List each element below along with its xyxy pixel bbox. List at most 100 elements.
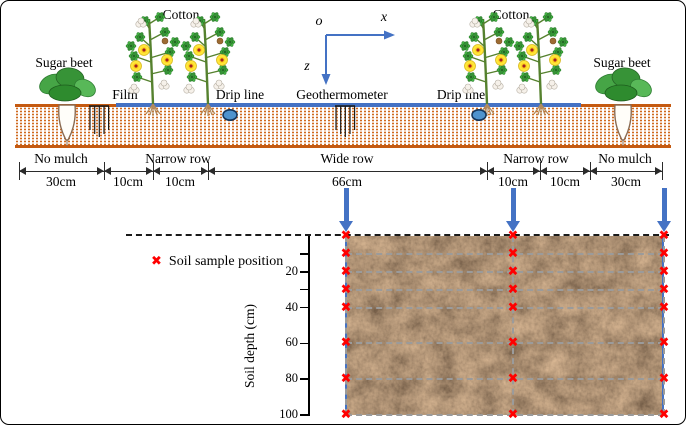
soil-sample-marker: ✖	[507, 282, 519, 298]
depth-axis-tick-label: 100	[279, 407, 298, 421]
soil-sample-marker: ✖	[658, 335, 670, 351]
dimension-value: 10cm	[550, 174, 580, 189]
sample-column-arrow	[343, 188, 349, 222]
dimension-segment	[19, 167, 104, 174]
soil-grid-hline	[346, 288, 664, 291]
dimension-tick	[539, 162, 541, 180]
soil-sample-marker-icon: ✖	[151, 254, 162, 269]
depth-axis	[308, 235, 310, 416]
soil-sample-marker: ✖	[507, 228, 519, 244]
soil-sample-marker: ✖	[507, 407, 519, 423]
soil-sample-marker: ✖	[658, 282, 670, 298]
legend-label: Soil sample position	[168, 254, 284, 269]
sample-column-arrow-head	[338, 221, 353, 232]
dimension-tick	[152, 162, 154, 180]
soil-sample-marker: ✖	[340, 282, 352, 298]
soil-sample-marker: ✖	[658, 246, 670, 262]
cotton-plant	[514, 12, 568, 116]
drip-line-label-left: Drip line	[215, 87, 265, 102]
dimension-value: 66cm	[332, 174, 362, 189]
dimension-segment	[153, 167, 208, 174]
soil-sample-marker: ✖	[507, 246, 519, 262]
depth-axis-tick	[300, 414, 308, 416]
depth-axis-tick-label: 80	[285, 371, 299, 386]
dimension-tick	[486, 162, 488, 180]
soil-photo	[346, 236, 664, 415]
soil-grid-vline	[345, 236, 347, 415]
depth-axis-tick	[300, 253, 308, 255]
soil-sample-marker: ✖	[507, 371, 519, 387]
coordinate-axes-icon	[321, 30, 395, 85]
soil-sample-marker: ✖	[658, 228, 670, 244]
soil-grid-hline	[346, 252, 664, 255]
dimension-segment	[104, 167, 153, 174]
axis-z-label: z	[304, 59, 310, 74]
dimension-tick	[103, 162, 105, 180]
soil-grid-hline	[346, 270, 664, 273]
sample-column-arrow	[661, 188, 667, 222]
depth-axis-tick	[300, 306, 308, 309]
soil-sample-marker: ✖	[340, 300, 352, 316]
zone-label-wide-row: Wide row	[320, 151, 374, 166]
soil-grid-hline	[346, 414, 664, 416]
soil-sample-marker: ✖	[658, 300, 670, 316]
sample-column-arrow	[510, 188, 516, 222]
soil-sample-marker: ✖	[340, 264, 352, 280]
dimension-tick	[589, 162, 591, 180]
sugar-beet-label-left: Sugar beet	[35, 55, 93, 70]
soil-grid-hline	[346, 342, 664, 345]
soil-sample-marker: ✖	[658, 371, 670, 387]
axis-origin-label: o	[315, 14, 323, 29]
dimension-value: 30cm	[611, 174, 641, 189]
zone-label-narrow-row-left: Narrow row	[145, 151, 211, 166]
dimension-tick	[661, 162, 663, 180]
cotton-label-right: Cotton	[492, 7, 530, 22]
dimension-tick	[18, 162, 20, 180]
sugar-beet-label-right: Sugar beet	[593, 55, 651, 70]
soil-sample-marker: ✖	[507, 300, 519, 316]
geothermometer-label: Geothermometer	[296, 87, 388, 102]
depth-axis-title: Soil depth (cm)	[242, 304, 257, 388]
topsoil-strip	[15, 104, 671, 148]
soil-grid-hline	[346, 378, 664, 381]
dimension-tick	[207, 162, 209, 180]
soil-sample-marker: ✖	[340, 246, 352, 262]
depth-axis-tick-label: 60	[285, 335, 299, 350]
cotton-label-left: Cotton	[162, 7, 200, 22]
soil-sample-marker: ✖	[340, 407, 352, 423]
axis-x-label: x	[380, 10, 388, 25]
plastic-film-line	[116, 103, 581, 107]
zone-label-no-mulch-left: No mulch	[34, 151, 88, 166]
soil-sample-marker: ✖	[507, 335, 519, 351]
soil-sample-marker: ✖	[340, 228, 352, 244]
dimension-segment	[590, 167, 662, 174]
soil-sample-marker: ✖	[507, 264, 519, 280]
depth-axis-tick	[300, 288, 308, 291]
dimension-segment	[487, 167, 540, 174]
sample-column-arrow-head	[656, 221, 671, 232]
soil-grid-vline	[512, 236, 514, 415]
dimension-value: 30cm	[46, 174, 76, 189]
dimension-value: 10cm	[498, 174, 528, 189]
sample-column-arrow-head	[505, 221, 520, 232]
film-label: Film	[112, 87, 138, 102]
dimension-segment	[208, 167, 487, 174]
soil-surface-dashed-line	[126, 234, 669, 236]
dimension-value: 10cm	[165, 174, 195, 189]
depth-axis-tick	[300, 378, 308, 380]
soil-sample-marker: ✖	[340, 335, 352, 351]
depth-axis-tick-label: 20	[285, 263, 299, 278]
depth-axis-tick-label: 40	[285, 299, 299, 314]
depth-axis-tick	[300, 342, 308, 345]
soil-sample-marker: ✖	[658, 264, 670, 280]
depth-axis-tick	[300, 271, 308, 273]
zone-label-narrow-row-right: Narrow row	[503, 151, 569, 166]
zone-label-no-mulch-right: No mulch	[598, 151, 652, 166]
soil-grid-hline	[346, 306, 664, 309]
drip-line-label-right: Drip line	[436, 87, 486, 102]
soil-sample-marker: ✖	[658, 407, 670, 423]
soil-grid-vline	[663, 236, 665, 415]
dimension-segment	[540, 167, 590, 174]
dimension-value: 10cm	[113, 174, 143, 189]
